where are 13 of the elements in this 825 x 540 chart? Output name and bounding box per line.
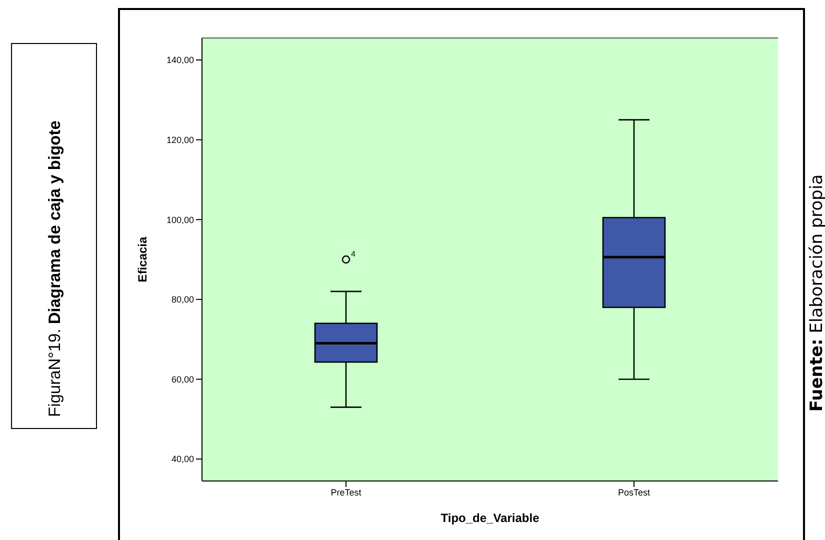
annotation: 4	[351, 250, 356, 258]
text: Diagrama de caja y bigote	[46, 120, 64, 324]
y-tick-label: 80,00	[171, 294, 194, 305]
x-tick-label: PosTest	[618, 487, 651, 498]
y-tick-label: 60,00	[171, 374, 194, 384]
y-tick-label: 140,00	[166, 55, 194, 66]
y-tick-label: 100,00	[166, 214, 194, 225]
y-tick-label: 40,00	[171, 454, 194, 464]
y-tick-label: 120,00	[166, 134, 194, 145]
x-tick-label: PreTest	[330, 487, 362, 498]
y-axis-title: Eficacia	[135, 236, 150, 282]
text: FiguraN°19.	[46, 328, 64, 417]
x-axis-title: Tipo_de_Variable	[440, 511, 540, 525]
